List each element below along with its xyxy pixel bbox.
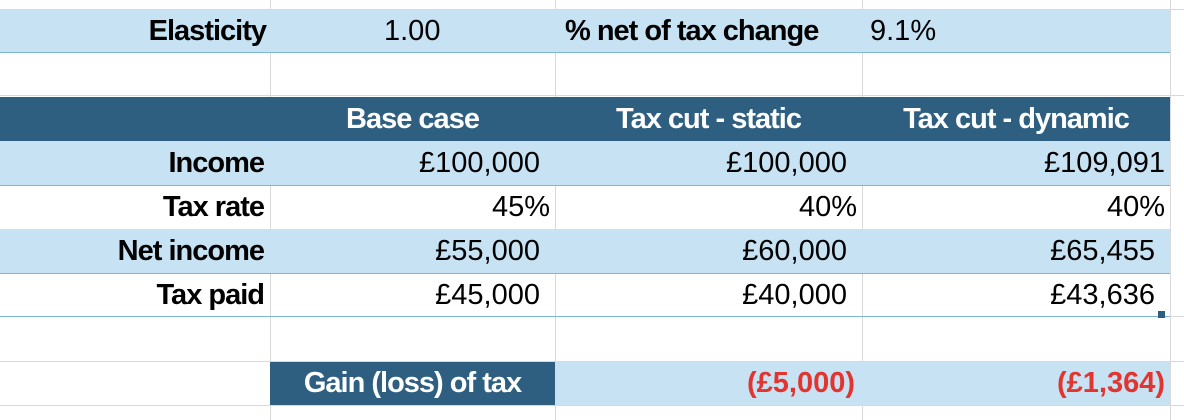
row-border bbox=[0, 185, 1170, 186]
elasticity-row bbox=[0, 10, 1170, 52]
row-border bbox=[0, 316, 1170, 317]
grid-line bbox=[0, 361, 1184, 362]
row-label-net-income[interactable]: Net income bbox=[117, 234, 265, 267]
row-label-tax-rate[interactable]: Tax rate bbox=[162, 190, 265, 223]
income-tax-cut-static[interactable]: £100,000 bbox=[726, 146, 847, 179]
elasticity-label[interactable]: Elasticity bbox=[148, 14, 267, 47]
gain-label-cell bbox=[270, 362, 555, 405]
table-header-row bbox=[0, 97, 1170, 141]
tax-paid-tax-cut-static[interactable]: £40,000 bbox=[742, 278, 847, 311]
row-border bbox=[0, 273, 1170, 274]
gain-loss-label[interactable]: Gain (loss) of tax bbox=[303, 367, 522, 399]
income-row-fill bbox=[0, 141, 1170, 185]
gain-values-fill bbox=[555, 362, 1170, 405]
net-income-tax-cut-dynamic[interactable]: £65,455 bbox=[1050, 234, 1155, 267]
tax-paid-tax-cut-dynamic[interactable]: £43,636 bbox=[1050, 278, 1155, 311]
income-tax-cut-dynamic[interactable]: £109,091 bbox=[1044, 146, 1165, 179]
row-label-tax-paid[interactable]: Tax paid bbox=[156, 278, 266, 311]
gain-loss-tax-cut-static[interactable]: (£5,000) bbox=[746, 367, 855, 399]
tax-rate-tax-cut-static[interactable]: 40% bbox=[798, 190, 857, 223]
net-income-row-fill bbox=[0, 229, 1170, 273]
tax-paid-base-case[interactable]: £45,000 bbox=[435, 278, 540, 311]
grid-line bbox=[1170, 0, 1171, 420]
net-change-label[interactable]: % net of tax change bbox=[565, 14, 819, 47]
net-income-base-case[interactable]: £55,000 bbox=[435, 234, 540, 267]
row-border bbox=[0, 52, 1170, 53]
tax-rate-tax-cut-dynamic[interactable]: 40% bbox=[1106, 190, 1165, 223]
net-change-value[interactable]: 9.1% bbox=[870, 14, 937, 47]
grid-line bbox=[0, 95, 1184, 96]
income-base-case[interactable]: £100,000 bbox=[419, 146, 540, 179]
row-label-income[interactable]: Income bbox=[168, 146, 265, 179]
net-income-tax-cut-static[interactable]: £60,000 bbox=[742, 234, 847, 267]
grid-line bbox=[270, 0, 271, 420]
grid-line bbox=[0, 405, 1184, 406]
tax-rate-base-case[interactable]: 45% bbox=[491, 190, 550, 223]
grid-line bbox=[555, 0, 556, 420]
elasticity-value[interactable]: 1.00 bbox=[384, 14, 441, 47]
header-tax-cut-static[interactable]: Tax cut - static bbox=[616, 102, 802, 135]
grid-line bbox=[0, 9, 1184, 10]
grid-line bbox=[862, 0, 863, 420]
selection-fill-handle[interactable] bbox=[1158, 311, 1165, 318]
header-base-case[interactable]: Base case bbox=[346, 102, 480, 135]
gain-loss-tax-cut-dynamic[interactable]: (£1,364) bbox=[1056, 367, 1165, 399]
header-tax-cut-dynamic[interactable]: Tax cut - dynamic bbox=[903, 102, 1130, 135]
